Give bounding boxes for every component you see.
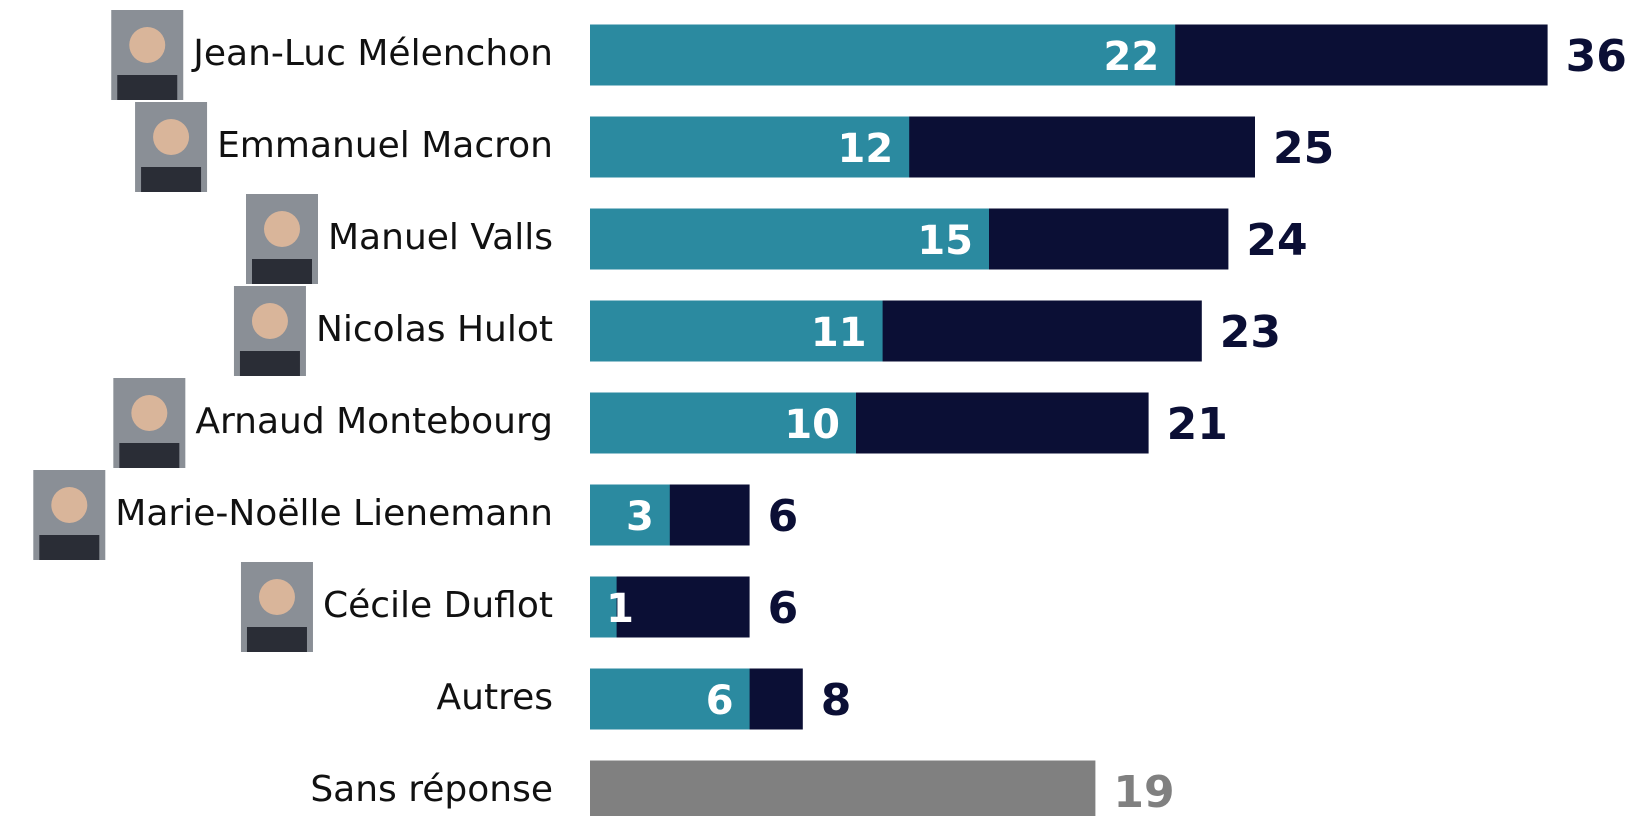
photo-face <box>264 211 300 247</box>
total-label: 6 <box>768 583 799 634</box>
photo-face <box>251 303 288 339</box>
bar-first <box>590 300 883 362</box>
total-label: 24 <box>1246 215 1307 266</box>
photo-face <box>153 119 190 155</box>
first-label: 22 <box>1104 34 1160 80</box>
photo-face <box>129 27 166 63</box>
category-label: Arnaud Montebourg <box>195 401 553 442</box>
bar-first <box>590 576 617 638</box>
total-label: 25 <box>1273 123 1334 174</box>
total-label: 21 <box>1167 399 1228 450</box>
first-label: 15 <box>917 218 973 264</box>
first-label: 6 <box>706 678 734 724</box>
photo-face <box>258 579 295 615</box>
photo-face <box>131 395 168 431</box>
first-label: 12 <box>838 126 894 172</box>
bar-first <box>590 24 1176 86</box>
photo-body <box>252 259 312 284</box>
bar-first <box>590 116 910 178</box>
first-label: 10 <box>784 402 840 448</box>
photo-body <box>119 443 180 468</box>
first-label: 3 <box>626 494 654 540</box>
bar-first <box>590 668 750 730</box>
total-label: 23 <box>1220 307 1281 358</box>
photo-body <box>39 535 100 560</box>
category-label: Sans réponse <box>310 769 553 810</box>
photo-face <box>51 487 88 523</box>
category-label: Cécile Duflot <box>323 585 553 626</box>
total-label: 6 <box>768 491 799 542</box>
category-label: Emmanuel Macron <box>217 125 553 166</box>
total-label: 36 <box>1566 31 1627 82</box>
category-label: Nicolas Hulot <box>316 309 553 350</box>
category-label: Manuel Valls <box>328 217 553 258</box>
photo-body <box>117 75 178 100</box>
total-label: 19 <box>1113 767 1174 816</box>
category-label: Marie-Noëlle Lienemann <box>115 493 553 534</box>
total-label: 8 <box>821 675 852 726</box>
photo-body <box>246 627 307 652</box>
bar-total <box>590 760 1096 816</box>
first-label: 11 <box>811 310 867 356</box>
photo-body <box>239 351 300 376</box>
first-label: 1 <box>606 586 634 632</box>
photo-body <box>141 167 202 192</box>
bar-first <box>590 392 856 454</box>
bar-first <box>590 484 670 546</box>
category-label: Autres <box>437 677 553 718</box>
bar-first <box>590 208 989 270</box>
category-label: Jean-Luc Mélenchon <box>191 33 553 74</box>
